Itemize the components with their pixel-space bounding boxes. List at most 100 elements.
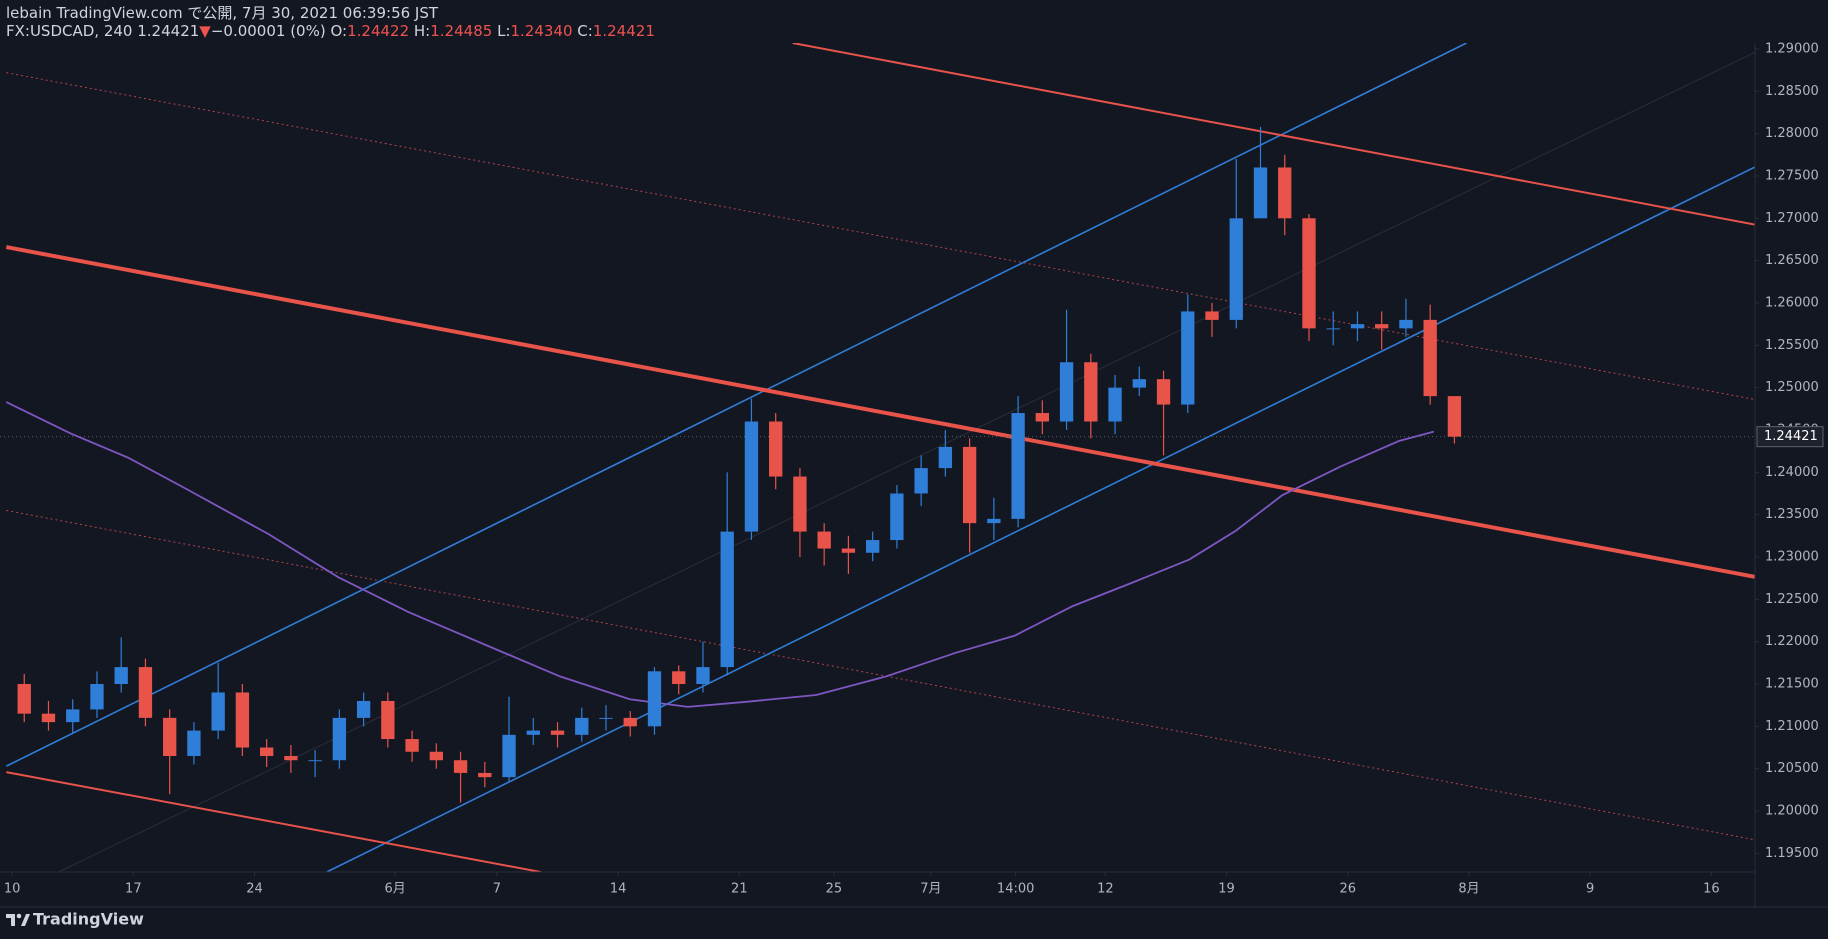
candle-body [720,531,734,668]
candle-body [1035,413,1050,422]
y-tick-label: 1.25000 [1765,380,1819,395]
candle-body [41,713,56,723]
candle-body [938,446,953,469]
y-tick-label: 1.29000 [1765,41,1819,56]
candle-body [1132,379,1146,388]
candle-body [744,421,759,532]
candle-body [1302,218,1316,329]
x-tick-label: 8月 [1458,882,1479,897]
candle-body [1229,218,1243,320]
plot-area [0,43,1755,872]
candle-body [769,421,783,477]
candle-body [502,734,516,778]
candle-body [332,717,347,761]
x-tick-label: 9 [1586,882,1594,897]
candle-body [647,671,662,727]
x-tick-label: 16 [1703,882,1720,897]
candle-body [1084,362,1098,422]
candle-body [1253,167,1268,219]
candle-body [623,717,637,727]
candle-body [259,747,274,756]
x-tick-label: 14:00 [997,882,1034,897]
y-tick-label: 1.25500 [1765,338,1819,353]
x-tick-label: 24 [246,882,263,897]
candle-body [211,692,225,731]
y-tick-label: 1.20500 [1765,761,1819,776]
candle-body [865,540,880,553]
candle-body [114,667,128,685]
y-tick-label: 1.22000 [1765,634,1819,649]
candle-body [308,760,322,762]
x-tick-label: 10 [4,882,21,897]
x-tick-label: 7 [493,882,501,897]
candle-body [1399,319,1413,329]
logo-icon [6,913,30,926]
high-label: H: [413,22,431,40]
candle-body [138,667,153,718]
y-tick-label: 1.21500 [1765,677,1819,692]
candle-body [66,709,80,723]
x-tick-label: 26 [1339,882,1356,897]
trend-line [5,245,1755,579]
candle-body [1108,387,1122,422]
x-tick-label: 6月 [384,882,405,897]
candle-body [1375,324,1389,329]
change-arrow: ▼ [199,22,211,40]
x-tick-label: 25 [826,882,843,897]
trend-line [5,43,1467,767]
candle-body [453,760,468,773]
candle-body [1423,319,1437,397]
candle-body [914,468,928,494]
low-value: 1.24340 [510,22,573,40]
moving-average [5,401,1435,708]
y-tick-label: 1.24000 [1765,465,1819,480]
low-label: L: [497,22,511,40]
y-tick-label: 1.21000 [1765,719,1819,734]
candle-body [163,717,177,756]
candle-body [1156,379,1171,405]
candle-body [405,739,419,752]
candle-body [987,518,1001,524]
y-tick-label: 1.27500 [1765,168,1819,183]
y-tick-label: 1.28500 [1765,84,1819,99]
candle-body [599,717,613,719]
x-tick-label: 17 [125,882,142,897]
last-price-box [1756,426,1824,448]
ohlc-line: FX:USDCAD, 240 1.24421▼−0.00001 (0%) O:1… [6,22,655,40]
candle-body [1350,324,1365,329]
trend-line [326,166,1755,872]
candle-body [284,755,298,761]
candle-body [1059,362,1074,422]
candle-body [381,700,395,740]
published-line: lebain TradingView.com で公開, 7月 30, 2021 … [6,4,439,22]
candle-body [17,684,31,714]
close-value: 1.24421 [592,22,655,40]
y-tick-label: 1.23500 [1765,507,1819,522]
x-tick-label: 7月 [920,882,941,897]
candle-body [235,692,250,748]
candle-body [672,671,686,685]
x-tick-label: 19 [1218,882,1235,897]
symbol: FX:USDCAD, 240 [6,22,133,40]
y-tick-label: 1.19500 [1765,846,1819,861]
candle-body [187,730,201,756]
logo-text: TradingView [33,910,144,929]
y-tick-label: 1.23000 [1765,549,1819,564]
price: 1.24421 [137,22,200,40]
trend-line [6,72,1755,400]
y-tick-label: 1.27000 [1765,211,1819,226]
high-value: 1.24485 [430,22,493,40]
x-tick-label: 12 [1097,882,1114,897]
candle-body [429,751,443,761]
x-tick-label: 21 [731,882,748,897]
candle-body [1447,396,1462,437]
candle-body [550,730,565,735]
candle-body [793,476,807,532]
candle-body [1181,311,1195,405]
candle-body [1205,311,1219,320]
last-price-label: 1.24421 [1764,429,1818,444]
change: −0.00001 (0%) [210,22,326,40]
trend-line [58,51,1755,872]
